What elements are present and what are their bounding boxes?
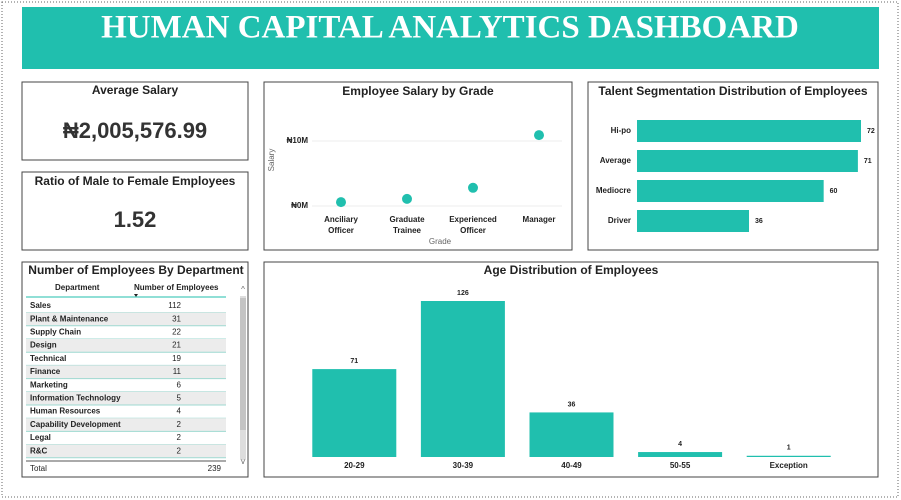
row-shade bbox=[26, 391, 226, 405]
x-tick-label: Manager bbox=[523, 215, 556, 224]
row-shade bbox=[26, 365, 226, 379]
y-tick-label: Mediocre bbox=[596, 186, 632, 195]
x-tick-label: 30-39 bbox=[453, 461, 474, 470]
cell: 22 bbox=[172, 328, 181, 337]
scroll-up[interactable]: ^ bbox=[241, 285, 245, 294]
x-tick-label: 40-49 bbox=[561, 461, 582, 470]
cell: 112 bbox=[168, 301, 181, 310]
cell: R&C bbox=[30, 446, 48, 455]
chart-title: Talent Segmentation Distribution of Empl… bbox=[598, 84, 867, 98]
cell: Sales bbox=[30, 301, 51, 310]
header-bar bbox=[22, 7, 879, 69]
x-axis-label: Grade bbox=[429, 237, 452, 246]
data-label: 72 bbox=[867, 128, 875, 135]
y-tick-label: ₦10M bbox=[287, 136, 309, 145]
data-label: 36 bbox=[568, 401, 576, 408]
cell: Technical bbox=[30, 354, 66, 363]
cell: Design bbox=[30, 341, 57, 350]
kpi-label: Average Salary bbox=[92, 83, 179, 97]
cell: Plant & Maintenance bbox=[30, 314, 109, 323]
data-label: 71 bbox=[350, 358, 358, 365]
cell: Supply Chain bbox=[30, 328, 81, 337]
bar bbox=[637, 180, 824, 202]
point bbox=[468, 182, 478, 193]
x-tick-label: 20-29 bbox=[344, 461, 365, 470]
data-label: 36 bbox=[755, 218, 763, 225]
bar bbox=[637, 150, 858, 172]
cell: 2 bbox=[177, 433, 182, 442]
x-tick-label: Anciliary Officer bbox=[324, 215, 358, 235]
kpi-card bbox=[21, 171, 249, 251]
cell: Marketing bbox=[30, 380, 68, 389]
kpi-label: Ratio of Male to Female Employees bbox=[35, 174, 236, 188]
cell: 4 bbox=[177, 407, 182, 416]
bar bbox=[529, 412, 614, 457]
cell: 6 bbox=[177, 380, 182, 389]
x-tick-label: Exception bbox=[770, 461, 808, 470]
bar bbox=[420, 301, 505, 457]
table-title: Number of Employees By Department bbox=[28, 263, 243, 277]
cell: Information Technology bbox=[30, 394, 121, 403]
sort-arrow[interactable] bbox=[134, 294, 138, 297]
total-value: 239 bbox=[208, 464, 222, 473]
cell: Human Resources bbox=[30, 407, 101, 416]
chart-title: Employee Salary by Grade bbox=[342, 84, 494, 98]
cell: 2 bbox=[177, 420, 182, 429]
data-label: 60 bbox=[830, 188, 838, 195]
row-shade bbox=[26, 339, 226, 353]
x-tick-label: Graduate Trainee bbox=[389, 215, 425, 235]
bar bbox=[638, 452, 723, 457]
kpi-value: 1.52 bbox=[114, 207, 157, 232]
scrollbar-thumb[interactable] bbox=[240, 298, 246, 430]
cell: 5 bbox=[177, 394, 182, 403]
chart-title: Age Distribution of Employees bbox=[484, 263, 659, 277]
dashboard-title: HUMAN CAPITAL ANALYTICS DASHBOARD bbox=[101, 10, 799, 46]
x-tick-label: Experienced Officer bbox=[449, 215, 497, 235]
bar bbox=[637, 120, 861, 142]
cell: 31 bbox=[172, 314, 181, 323]
cell: 19 bbox=[172, 354, 181, 363]
cell: Legal bbox=[30, 433, 51, 442]
scroll-down[interactable]: v bbox=[241, 457, 245, 466]
bar bbox=[637, 210, 749, 232]
y-axis-label: Salary bbox=[267, 149, 276, 172]
y-tick-label: ₦0M bbox=[291, 201, 308, 210]
cell: Finance bbox=[30, 367, 61, 376]
chart-panel bbox=[263, 81, 573, 251]
y-tick-label: Average bbox=[600, 156, 632, 165]
data-label: 71 bbox=[864, 158, 872, 165]
row-shade bbox=[26, 444, 226, 458]
data-label: 4 bbox=[678, 441, 682, 448]
column-header[interactable]: Number of Employees bbox=[134, 283, 219, 292]
cell: 2 bbox=[177, 446, 182, 455]
bar bbox=[312, 369, 397, 457]
point bbox=[336, 197, 346, 208]
kpi-card bbox=[21, 81, 249, 161]
data-label: 1 bbox=[787, 445, 791, 452]
total-label: Total bbox=[30, 464, 47, 473]
y-tick-label: Hi-po bbox=[611, 126, 632, 135]
row-shade bbox=[26, 312, 226, 326]
cell: Capability Development bbox=[30, 420, 121, 429]
x-tick-label: 50-55 bbox=[670, 461, 691, 470]
kpi-value: ₦2,005,576.99 bbox=[63, 118, 207, 143]
row-shade bbox=[26, 418, 226, 432]
point bbox=[402, 193, 412, 204]
y-tick-label: Driver bbox=[608, 216, 631, 225]
data-label: 126 bbox=[457, 290, 469, 297]
bar bbox=[746, 455, 831, 457]
point bbox=[534, 130, 544, 141]
column-header[interactable]: Department bbox=[55, 283, 100, 292]
cell: 11 bbox=[173, 367, 182, 376]
cell: 21 bbox=[172, 341, 181, 350]
